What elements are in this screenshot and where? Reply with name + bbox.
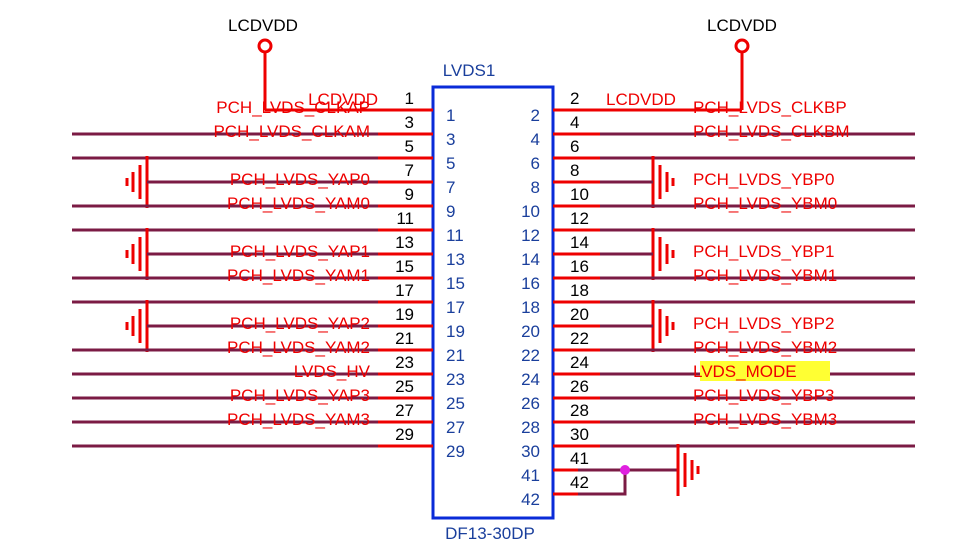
pin-number: 24 [570, 353, 589, 372]
net-label: PCH_LVDS_CLKAP [216, 98, 370, 117]
pin-number: 2 [570, 89, 579, 108]
net-label: PCH_LVDS_YAM3 [227, 410, 370, 429]
net-label: PCH_LVDS_YBM2 [693, 338, 837, 357]
pin-number: 27 [446, 418, 465, 437]
pin-number: 22 [570, 329, 589, 348]
pin-number: 18 [521, 298, 540, 317]
pin-number: 24 [521, 370, 540, 389]
net-label: PCH_LVDS_YBM1 [693, 266, 837, 285]
pin-number: 16 [521, 274, 540, 293]
net-label: PCH_LVDS_CLKAM [213, 122, 370, 141]
pin-number: 25 [446, 394, 465, 413]
pin-number: 7 [446, 178, 455, 197]
connector-ref: LVDS1 [443, 61, 496, 80]
pin-number: 9 [446, 202, 455, 221]
pin-number: 9 [405, 185, 414, 204]
pin-number: 5 [446, 154, 455, 173]
net-label: PCH_LVDS_YAP1 [230, 242, 370, 261]
junction [620, 465, 630, 475]
pin-number: 41 [521, 466, 540, 485]
pin-number: 14 [521, 250, 540, 269]
net-label: LCDVDD [606, 90, 676, 109]
pin-number: 4 [570, 113, 579, 132]
pin-number: 26 [570, 377, 589, 396]
pin-number: 20 [570, 305, 589, 324]
pin-number: 11 [396, 209, 414, 228]
net-label: PCH_LVDS_YBP3 [693, 386, 834, 405]
pin-number: 28 [521, 418, 540, 437]
pin-number: 23 [446, 370, 465, 389]
pin-number: 42 [570, 473, 589, 492]
pin-number: 10 [521, 202, 540, 221]
pin-number: 17 [395, 281, 414, 300]
pin-number: 2 [531, 106, 540, 125]
net-label: PCH_LVDS_YAP3 [230, 386, 370, 405]
pin-number: 15 [446, 274, 465, 293]
pin-number: 6 [531, 154, 540, 173]
pin-number: 11 [446, 226, 464, 245]
pin-number: 13 [446, 250, 465, 269]
net-label: PCH_LVDS_YBP1 [693, 242, 834, 261]
power-symbol [257, 38, 273, 54]
pin-number: 30 [521, 442, 540, 461]
pin-number: 25 [395, 377, 414, 396]
pin-number: 12 [570, 209, 589, 228]
pin-number: 29 [395, 425, 414, 444]
net-label: PCH_LVDS_YAM0 [227, 194, 370, 213]
net-label: LVDS_HV [294, 362, 371, 381]
pin-number: 8 [531, 178, 540, 197]
net-label: PCH_LVDS_YAP2 [230, 314, 370, 333]
pin-number: 3 [446, 130, 455, 149]
pin-number: 7 [405, 161, 414, 180]
pin-number: 27 [395, 401, 414, 420]
pin-number: 21 [446, 346, 465, 365]
pin-number: 19 [446, 322, 465, 341]
pin-number: 5 [405, 137, 414, 156]
pin-number: 20 [521, 322, 540, 341]
net-label: PCH_LVDS_CLKBP [693, 98, 847, 117]
wire [578, 470, 627, 496]
net-label: PCH_LVDS_YBP0 [693, 170, 834, 189]
pin-number: 16 [570, 257, 589, 276]
pin-number: 28 [570, 401, 589, 420]
pin-number: 12 [521, 226, 540, 245]
net-label: PCH_LVDS_YBM3 [693, 410, 837, 429]
net-label: PCH_LVDS_YBP2 [693, 314, 834, 333]
net-label: PCH_LVDS_YAM2 [227, 338, 370, 357]
net-label: PCH_LVDS_YBM0 [693, 194, 837, 213]
pin-number: 19 [395, 305, 414, 324]
net-label: LCDVDD [308, 90, 378, 109]
pin-number: 21 [395, 329, 414, 348]
pin-number: 30 [570, 425, 589, 444]
pin-number: 26 [521, 394, 540, 413]
pin-number: 4 [531, 130, 540, 149]
pin-number: 29 [446, 442, 465, 461]
pin-number: 14 [570, 233, 589, 252]
pin-number: 13 [395, 233, 414, 252]
pin-number: 42 [521, 490, 540, 509]
net-label: PCH_LVDS_YAM1 [227, 266, 370, 285]
pin-number: 1 [405, 89, 414, 108]
pin-number: 22 [521, 346, 540, 365]
power-symbol [734, 38, 750, 54]
pin-number: 18 [570, 281, 589, 300]
pin-number: 23 [395, 353, 414, 372]
pin-number: 3 [405, 113, 414, 132]
pin-number: 1 [446, 106, 455, 125]
pin-number: 8 [570, 161, 579, 180]
pin-number: 41 [570, 449, 589, 468]
pin-number: 6 [570, 137, 579, 156]
net-label: LVDS_MODE [693, 362, 797, 381]
net-label: PCH_LVDS_CLKBM [693, 122, 850, 141]
power-label: LCDVDD [707, 16, 777, 35]
net-label: PCH_LVDS_YAP0 [230, 170, 370, 189]
power-label: LCDVDD [228, 16, 298, 35]
pin-number: 15 [395, 257, 414, 276]
highlight [700, 361, 830, 381]
pin-number: 10 [570, 185, 589, 204]
pin-number: 17 [446, 298, 465, 317]
connector-part: DF13-30DP [445, 524, 535, 543]
